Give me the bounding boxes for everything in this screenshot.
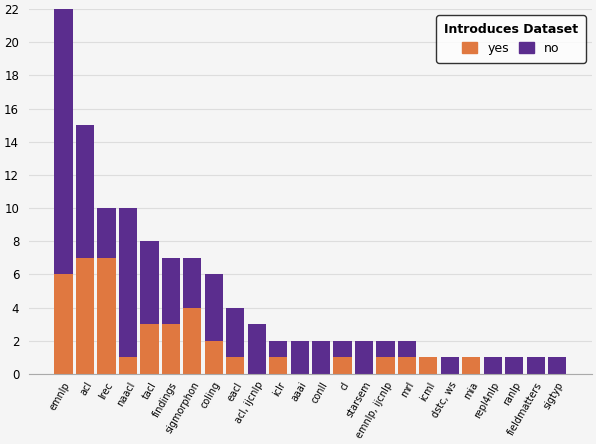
Bar: [333, 357, 352, 374]
Bar: [419, 357, 437, 374]
Bar: [54, 274, 73, 374]
Bar: [483, 357, 502, 374]
Bar: [290, 341, 309, 374]
Bar: [76, 125, 94, 258]
Bar: [333, 341, 352, 357]
Bar: [312, 341, 330, 374]
Bar: [97, 258, 116, 374]
Bar: [398, 357, 416, 374]
Bar: [269, 357, 287, 374]
Bar: [183, 308, 201, 374]
Legend: yes, no: yes, no: [436, 16, 586, 63]
Bar: [204, 341, 223, 374]
Bar: [183, 258, 201, 308]
Bar: [97, 208, 116, 258]
Bar: [140, 241, 159, 324]
Bar: [140, 324, 159, 374]
Bar: [119, 208, 137, 357]
Bar: [162, 258, 180, 324]
Bar: [526, 357, 545, 374]
Bar: [376, 341, 395, 357]
Bar: [226, 308, 244, 357]
Bar: [269, 341, 287, 357]
Bar: [440, 357, 459, 374]
Bar: [355, 341, 373, 374]
Bar: [505, 357, 523, 374]
Bar: [376, 357, 395, 374]
Bar: [398, 341, 416, 357]
Bar: [548, 357, 566, 374]
Bar: [54, 9, 73, 274]
Bar: [226, 357, 244, 374]
Bar: [462, 357, 480, 374]
Bar: [162, 324, 180, 374]
Bar: [76, 258, 94, 374]
Bar: [119, 357, 137, 374]
Bar: [204, 274, 223, 341]
Bar: [247, 324, 266, 374]
